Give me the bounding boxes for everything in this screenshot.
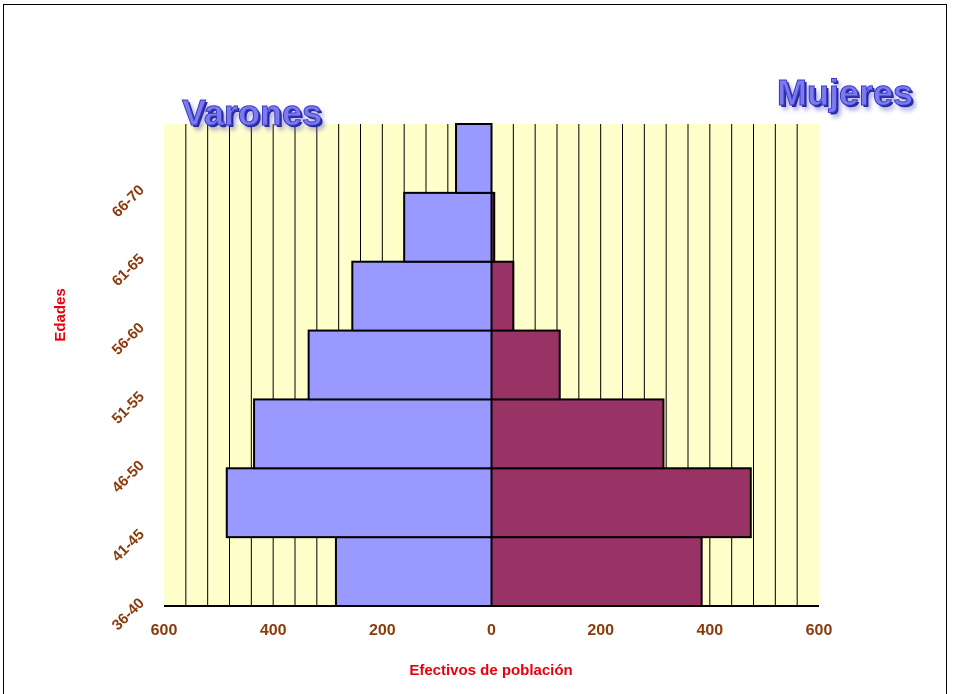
category-label: 51-55: [109, 388, 148, 427]
chart-frame: [3, 4, 947, 694]
category-label: 41-45: [109, 526, 148, 565]
category-label: 66-70: [109, 182, 148, 221]
bar-mujeres-46-50: [490, 398, 665, 470]
category-label: 61-65: [109, 251, 148, 290]
legend-title-varones: Varones: [181, 92, 323, 134]
bar-varones-66-70: [455, 123, 493, 194]
x-tick-label: 400: [260, 622, 287, 639]
x-tick-labels: 600 400 200 0 200 400 600: [151, 622, 833, 639]
bars: [225, 123, 752, 608]
legend-title-mujeres: Mujeres: [776, 72, 914, 114]
bar-varones-36-40: [334, 536, 493, 608]
x-tick-label: 200: [587, 622, 614, 639]
bar-mujeres-36-40: [490, 536, 703, 608]
category-label: 36-40: [109, 595, 148, 634]
bar-mujeres-51-55: [490, 329, 561, 401]
x-tick-label: 200: [369, 622, 396, 639]
y-axis-label: Edades: [52, 288, 69, 341]
bar-mujeres-56-60: [490, 260, 515, 332]
bar-varones-41-45: [225, 467, 493, 539]
bar-mujeres-41-45: [490, 467, 752, 539]
bar-varones-46-50: [253, 398, 493, 470]
bar-varones-51-55: [307, 329, 493, 401]
bar-mujeres-61-65: [490, 191, 496, 263]
x-tick-label: 600: [151, 622, 178, 639]
bar-varones-56-60: [351, 260, 493, 332]
x-tick-label: 400: [696, 622, 723, 639]
category-label: 46-50: [109, 457, 148, 496]
bar-varones-61-65: [403, 191, 493, 263]
x-tick-label: 600: [806, 622, 833, 639]
category-labels: 36-40 41-45 46-50 51-55 56-60 61-65 66-70: [109, 182, 148, 634]
x-tick-label: 0: [487, 622, 496, 639]
category-label: 56-60: [109, 319, 148, 358]
x-axis-label: Efectivos de población: [409, 662, 572, 679]
